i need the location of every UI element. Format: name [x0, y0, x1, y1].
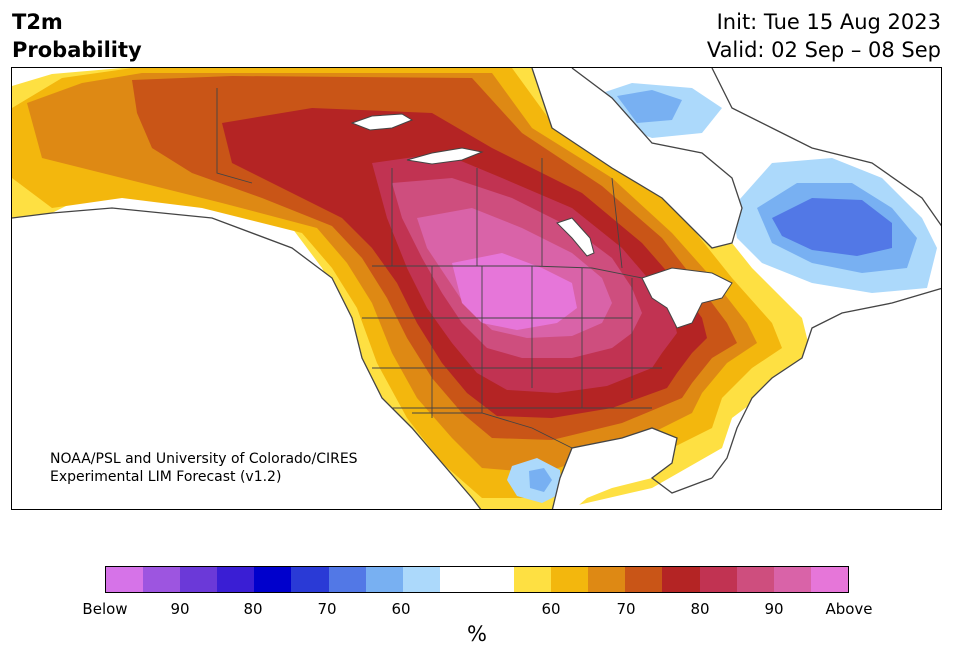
color-bar-segment: [217, 567, 255, 592]
color-bar-segment: [551, 567, 589, 592]
below-65-mexico-region: [529, 468, 552, 492]
color-bar-segment: [810, 567, 848, 592]
pacific-ocean: [12, 208, 481, 509]
title-line-1: T2m: [12, 10, 63, 34]
arctic-north: [712, 68, 941, 226]
color-bar-segment: [736, 567, 774, 592]
color-bar-tick-label: 80: [690, 600, 710, 618]
color-bar-tick-label: 70: [317, 600, 337, 618]
color-bar-segment: [514, 567, 552, 592]
color-bar: [105, 566, 849, 593]
color-bar-tick-label: 60: [541, 600, 561, 618]
color-bar-segment: [365, 567, 403, 592]
great-bear-lake: [350, 113, 414, 131]
color-bar-segment: [402, 567, 440, 592]
forecast-dates: Init: Tue 15 Aug 2023 Valid: 02 Sep – 08…: [707, 8, 941, 64]
hudson-bay: [532, 68, 742, 248]
color-bar-tick-label: 70: [616, 600, 636, 618]
color-bar-tick-label: 90: [764, 600, 784, 618]
color-bar-unit: %: [467, 622, 487, 646]
color-bar-segment: [180, 567, 218, 592]
color-bar-segment: [588, 567, 626, 592]
atlantic-ocean: [578, 288, 941, 509]
credit-line-1: NOAA/PSL and University of Colorado/CIRE…: [50, 451, 358, 467]
color-bar-tick-label: 80: [243, 600, 263, 618]
color-bar-segment: [662, 567, 700, 592]
valid-date: Valid: 02 Sep – 08 Sep: [706, 38, 941, 62]
color-bar-segment: [106, 567, 144, 592]
color-bar-segment: [439, 567, 477, 592]
great-slave-lake: [406, 147, 484, 165]
color-bar-segment: [143, 567, 181, 592]
coastlines: [12, 68, 941, 509]
color-bar-tick-label: Above: [825, 600, 873, 618]
below-70-region: [772, 198, 892, 256]
color-bar-segment: [328, 567, 366, 592]
gulf-of-mexico: [552, 428, 677, 509]
color-bar-segment: [625, 567, 663, 592]
credit-line-2: Experimental LIM Forecast (v1.2): [50, 469, 282, 485]
color-bar-segment: [773, 567, 811, 592]
credit-text: NOAA/PSL and University of Colorado/CIRE…: [50, 450, 358, 486]
lake-winnipeg: [556, 217, 595, 257]
color-bar-segment: [476, 567, 515, 592]
great-lakes: [641, 267, 733, 329]
color-bar-segment: [291, 567, 329, 592]
color-bar-tick-label: Below: [82, 600, 128, 618]
init-date: Init: Tue 15 Aug 2023: [716, 10, 941, 34]
color-bar-segment: [699, 567, 737, 592]
color-bar-segment: [254, 567, 292, 592]
political-borders: [216, 88, 662, 449]
color-bar-tick-label: 60: [391, 600, 411, 618]
above-100-region: [452, 253, 577, 330]
map-title: T2m Probability: [12, 8, 142, 64]
probability-map: NOAA/PSL and University of Colorado/CIRE…: [11, 67, 942, 510]
below-65-north-region: [617, 90, 682, 123]
title-line-2: Probability: [12, 38, 142, 62]
map-svg: [12, 68, 941, 509]
color-bar-tick-label: 90: [170, 600, 190, 618]
